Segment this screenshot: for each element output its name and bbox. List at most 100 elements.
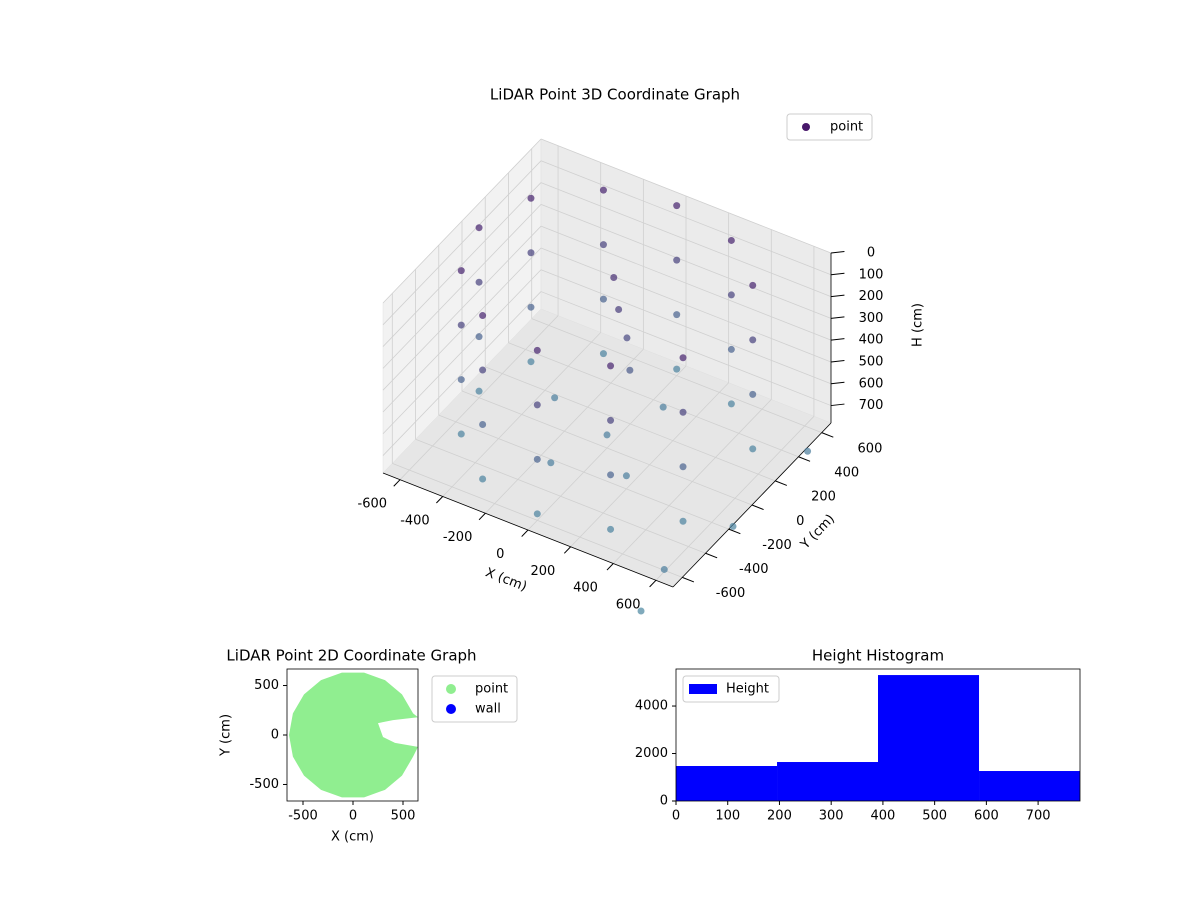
- point: [457, 430, 465, 438]
- tick-mark: [830, 381, 845, 385]
- z-tick-label: 300: [859, 311, 884, 326]
- grid-line: [382, 269, 542, 435]
- y-tick-label: 2000: [635, 746, 668, 761]
- point: [457, 376, 465, 384]
- tick-mark: [830, 272, 845, 276]
- grid-line: [540, 269, 832, 385]
- z-tick-label: 100: [859, 267, 884, 282]
- point: [533, 346, 541, 354]
- tick-mark: [682, 576, 695, 583]
- tick-mark: [830, 338, 845, 341]
- grid-line: [382, 291, 542, 456]
- x-tick-label: 200: [530, 564, 555, 579]
- point: [623, 334, 631, 342]
- point: [659, 403, 667, 411]
- x-tick-label: 400: [573, 581, 598, 596]
- point: [729, 522, 737, 530]
- point: [626, 366, 634, 374]
- point: [457, 267, 465, 275]
- x-tick-label: 600: [974, 809, 999, 824]
- x-tick-label: 500: [391, 809, 416, 824]
- grid-line: [382, 204, 542, 369]
- point: [599, 241, 607, 249]
- grid-line: [392, 462, 683, 578]
- tick-mark: [830, 316, 845, 319]
- point: [673, 256, 681, 264]
- y-tick-label: -400: [739, 562, 769, 577]
- grid-line: [382, 138, 542, 304]
- point: [749, 390, 757, 398]
- point: [533, 510, 541, 518]
- grid-line: [540, 182, 832, 297]
- point: [475, 224, 483, 232]
- y-tick-label: 600: [858, 441, 883, 456]
- legend-box: [431, 675, 518, 723]
- tick-mark: [478, 512, 486, 521]
- tick-mark: [821, 432, 834, 438]
- point: [603, 431, 611, 439]
- x-tick-label: -200: [443, 530, 473, 545]
- x-axis-label: X (cm): [331, 830, 374, 845]
- point: [607, 416, 615, 424]
- x-axis-line: [382, 472, 674, 588]
- y-tick-label: -500: [249, 777, 279, 792]
- bar: [777, 762, 878, 801]
- legend-marker: [802, 123, 810, 131]
- z-tick-label: 0: [867, 246, 875, 261]
- grid-line: [540, 204, 832, 319]
- point: [727, 291, 735, 299]
- point: [727, 400, 735, 408]
- x-tick-label: 200: [767, 809, 792, 824]
- grid-line: [461, 390, 753, 506]
- grid-line: [540, 247, 832, 363]
- x-tick-label: 0: [672, 809, 680, 824]
- axes-frame: [675, 668, 1081, 802]
- plot-area: [289, 672, 418, 798]
- legend-box: [682, 675, 780, 703]
- point: [679, 517, 687, 525]
- x-tick-label: -500: [288, 809, 318, 824]
- tick-mark: [798, 456, 811, 462]
- bar: [676, 766, 778, 801]
- grid-line: [540, 291, 832, 406]
- point: [457, 321, 465, 329]
- bar: [878, 675, 980, 801]
- legend-label: Height: [726, 682, 769, 697]
- z-tick-label: 600: [859, 376, 884, 391]
- x-tick-label: -400: [400, 513, 430, 528]
- z-tick-label: 200: [859, 289, 884, 304]
- point: [607, 471, 615, 479]
- legend-label: point: [475, 682, 508, 697]
- chart-title: Height Histogram: [812, 647, 944, 665]
- y-tick-label: 0: [271, 728, 279, 743]
- point: [479, 421, 487, 429]
- point: [547, 459, 555, 467]
- point: [660, 565, 668, 573]
- point: [727, 345, 735, 353]
- y-tick-label: 0: [660, 794, 668, 809]
- y-tick-label: -600: [716, 586, 746, 601]
- chart-title: LiDAR Point 3D Coordinate Graph: [490, 86, 740, 104]
- legend-marker: [446, 704, 456, 714]
- x-tick-label: 100: [715, 809, 740, 824]
- point: [679, 463, 687, 471]
- x-tick-label: 500: [922, 809, 947, 824]
- grid-line: [382, 182, 542, 347]
- point: [527, 194, 535, 202]
- legend-marker: [446, 684, 456, 694]
- z-tick-label: 700: [859, 398, 884, 413]
- point: [610, 274, 618, 282]
- point: [615, 306, 623, 314]
- point: [475, 333, 483, 341]
- chart-title: LiDAR Point 2D Coordinate Graph: [226, 647, 476, 665]
- point: [527, 249, 535, 257]
- point: [475, 278, 483, 286]
- grid-line: [415, 438, 706, 554]
- grid-line: [438, 414, 729, 530]
- point: [673, 311, 681, 319]
- legend-box: [786, 113, 873, 141]
- x-tick-label: 0: [496, 547, 504, 562]
- point: [679, 354, 687, 362]
- tick-mark: [649, 579, 657, 588]
